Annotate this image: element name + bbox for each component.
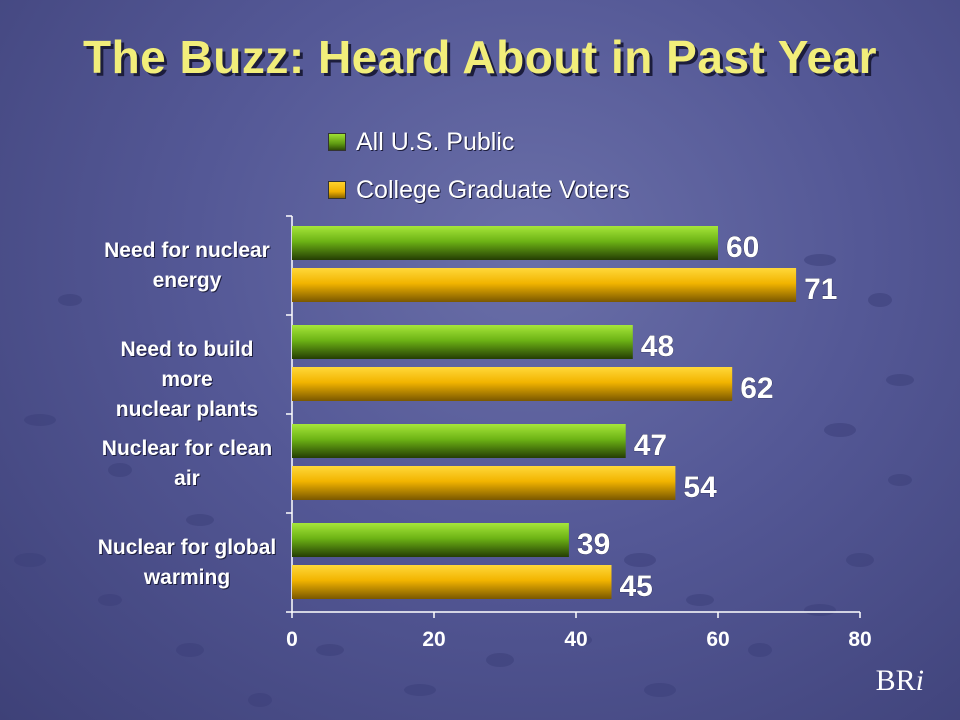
decor-disc [316, 644, 344, 656]
data-label: 60 [726, 231, 759, 264]
decor-disc [248, 693, 272, 707]
category-label: Need to build more nuclear plants [92, 335, 282, 425]
category-label-line: Need for nuclear [104, 238, 270, 262]
category-label: Need for nuclear energy [92, 236, 282, 296]
bri-logo: BRi [876, 664, 924, 698]
decor-disc [686, 594, 714, 606]
x-tick-label: 80 [848, 628, 871, 651]
decor-disc [824, 423, 856, 437]
legend-label: College Graduate Voters [356, 175, 630, 204]
decor-disc [868, 293, 892, 307]
legend: All U.S. Public College Graduate Voters [328, 118, 630, 214]
legend-label: All U.S. Public [356, 127, 515, 156]
x-tick-label: 60 [706, 628, 729, 651]
bar [292, 367, 733, 401]
category-label-line: warming [143, 565, 231, 589]
logo-text-br: BR [875, 664, 916, 697]
legend-swatch-green [328, 133, 346, 151]
bar [292, 226, 718, 260]
decor-disc [886, 374, 914, 386]
x-tick-label: 40 [564, 628, 587, 651]
legend-item-all-us-public: All U.S. Public [328, 118, 630, 166]
category-label: Nuclear for clean air [92, 434, 282, 494]
category-label-line: energy [152, 268, 222, 292]
decor-disc [804, 254, 836, 266]
decor-disc [108, 463, 132, 477]
legend-item-college-graduate-voters: College Graduate Voters [328, 166, 630, 214]
decor-disc [98, 594, 122, 606]
category-label: Nuclear for global warming [92, 533, 282, 593]
decor-disc [58, 294, 82, 306]
bar [292, 523, 569, 557]
decor-disc [486, 653, 514, 667]
category-label-line: Nuclear for clean [101, 436, 273, 460]
decor-disc [14, 553, 46, 567]
category-label-line: Nuclear for global [97, 535, 277, 559]
decor-disc [404, 684, 436, 696]
data-label: 47 [634, 429, 667, 462]
decor-disc [176, 643, 204, 657]
decor-disc [846, 553, 874, 567]
data-label: 71 [804, 273, 837, 306]
bar [292, 424, 626, 458]
x-tick-label: 20 [422, 628, 445, 651]
category-label-line: nuclear plants [115, 397, 259, 421]
data-label: 48 [641, 330, 674, 363]
category-label-line: Need to build more [120, 337, 254, 391]
decor-disc [644, 683, 676, 697]
decor-disc [568, 634, 592, 646]
bar [292, 325, 633, 359]
bar [292, 466, 676, 500]
category-label-line: air [174, 466, 200, 490]
bar [292, 565, 612, 599]
decor-disc [748, 643, 772, 657]
decor-disc [624, 553, 656, 567]
x-tick-label: 0 [286, 628, 298, 651]
decor-disc [24, 414, 56, 426]
decor-disc [804, 604, 836, 616]
data-label: 54 [683, 471, 717, 504]
data-label: 45 [620, 570, 653, 603]
legend-swatch-gold [328, 181, 346, 199]
bar [292, 268, 797, 302]
data-label: 62 [740, 372, 773, 405]
decor-disc [126, 343, 154, 357]
logo-text-i: i [915, 664, 924, 697]
decor-disc [888, 474, 912, 486]
decor-disc [186, 514, 214, 526]
chart-title: The Buzz: Heard About in Past Year [82, 31, 878, 83]
data-label: 39 [577, 528, 610, 561]
